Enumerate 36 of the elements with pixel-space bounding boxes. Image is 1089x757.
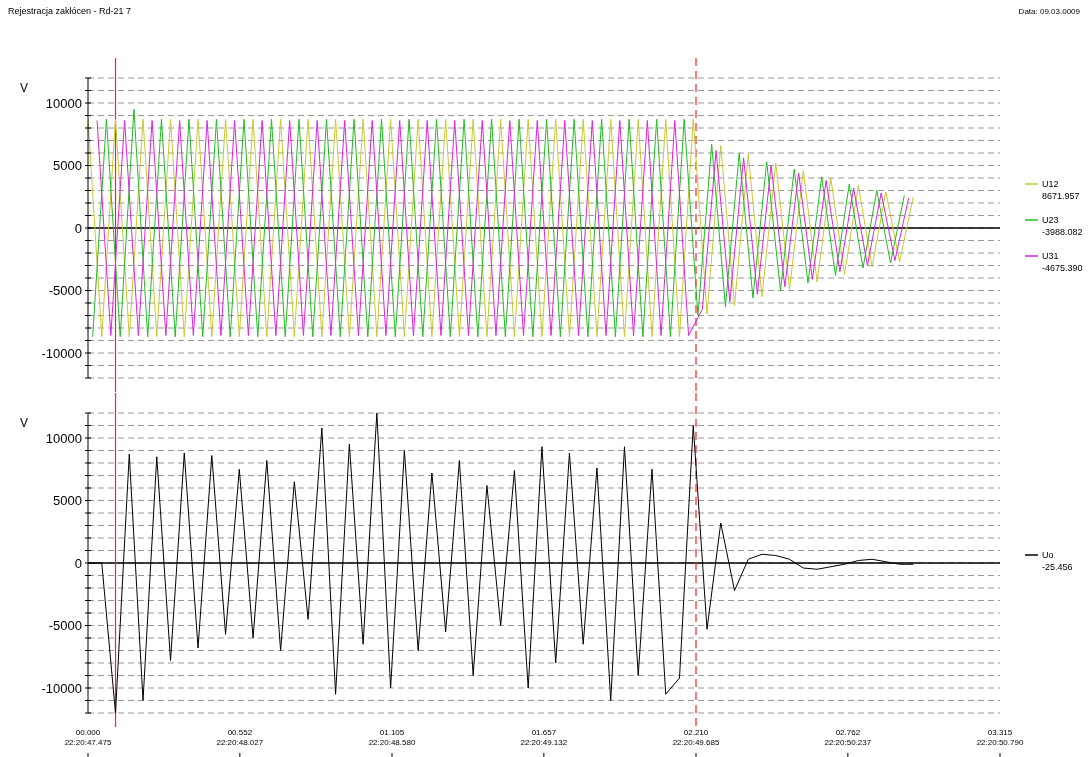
x-tick-label: 03.315	[987, 728, 1013, 737]
y-tick-label: 10000	[45, 95, 82, 111]
text: 22:20:48.580	[368, 738, 416, 747]
y-axis-title: V	[20, 416, 29, 430]
text: -3988.082	[1042, 227, 1083, 238]
y-tick-label: -10000	[41, 345, 82, 361]
legend-label: U31	[1042, 251, 1059, 262]
y-tick-label: 5000	[53, 158, 82, 174]
x-tick-label: 00.552	[227, 728, 253, 737]
x-tick-label: 02.210	[683, 728, 709, 737]
text: 22:20:49.132	[520, 738, 568, 747]
text: 22:20:48.027	[216, 738, 264, 747]
x-tick-label: 01.105	[379, 728, 405, 737]
x-tick-label: 00.000	[75, 728, 101, 737]
legend-label: U12	[1042, 179, 1059, 190]
text: -25.456	[1042, 562, 1073, 573]
y-tick-label: -5000	[48, 283, 82, 299]
x-tick-label: 01.657	[531, 728, 557, 737]
y-tick-label: -10000	[41, 680, 82, 696]
y-tick-label: 0	[74, 555, 82, 571]
legend-label: U23	[1042, 215, 1059, 226]
chart-title: Rejestracja zakłócen - Rd-21 7	[8, 6, 132, 16]
legend-label: Uo	[1042, 550, 1054, 561]
text: -4675.390	[1042, 263, 1083, 274]
y-tick-label: -5000	[48, 618, 82, 634]
y-tick-label: 0	[74, 220, 82, 236]
text: 22:20:47.475	[64, 738, 112, 747]
text: 22:20:49.685	[672, 738, 720, 747]
y-tick-label: 10000	[45, 430, 82, 446]
text: 8671.957	[1042, 191, 1080, 202]
y-axis-title: V	[20, 81, 29, 95]
x-tick-label: 02.762	[835, 728, 861, 737]
text: 22:20:50.790	[976, 738, 1024, 747]
text: 22:20:50.237	[824, 738, 872, 747]
text: Data: 09.03.0009	[1018, 7, 1081, 16]
y-tick-label: 5000	[53, 493, 82, 509]
